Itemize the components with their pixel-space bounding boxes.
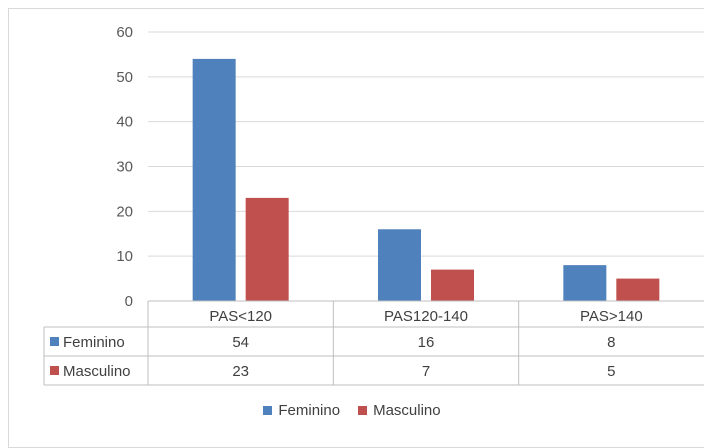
y-tick-label: 0 <box>125 293 133 310</box>
y-tick-label: 30 <box>116 159 133 176</box>
y-tick-label: 10 <box>116 248 133 265</box>
legend-item-masculino: Masculino <box>358 402 441 419</box>
legend-label: Masculino <box>373 402 441 419</box>
series-key-masculino <box>50 366 59 375</box>
series-name: Feminino <box>63 334 125 351</box>
series-name: Masculino <box>63 363 131 380</box>
chart-plot: 0 10 20 30 40 50 60 PAS<120 PAS120-140 PAS>140 Fem… <box>43 24 704 386</box>
bar-masculino-1 <box>431 269 474 301</box>
data-label: 16 <box>418 334 435 351</box>
category-label: PAS>140 <box>580 308 643 325</box>
data-label: 54 <box>232 334 249 351</box>
chart-legend: Feminino Masculino <box>0 402 704 419</box>
bar-masculino-2 <box>616 278 660 301</box>
data-label: 23 <box>232 363 249 380</box>
y-tick-label: 40 <box>116 114 133 131</box>
legend-label: Feminino <box>278 402 341 419</box>
bar-feminino-1 <box>378 229 421 301</box>
bar-feminino-2 <box>563 265 607 301</box>
category-label: PAS<120 <box>209 308 272 325</box>
data-label: 5 <box>607 363 615 380</box>
series-key-feminino <box>50 337 59 346</box>
legend-swatch <box>358 406 368 415</box>
legend-item-feminino: Feminino <box>263 402 340 419</box>
y-tick-label: 60 <box>116 24 133 41</box>
category-label: PAS120-140 <box>384 308 468 325</box>
data-label: 7 <box>422 363 430 380</box>
data-label: 8 <box>607 334 615 351</box>
chart-area <box>8 8 704 448</box>
bar-masculino-0 <box>245 197 289 301</box>
y-tick-label: 20 <box>116 203 133 220</box>
y-tick-label: 50 <box>116 69 133 86</box>
legend-swatch <box>263 406 273 415</box>
bar-feminino-0 <box>192 58 236 302</box>
